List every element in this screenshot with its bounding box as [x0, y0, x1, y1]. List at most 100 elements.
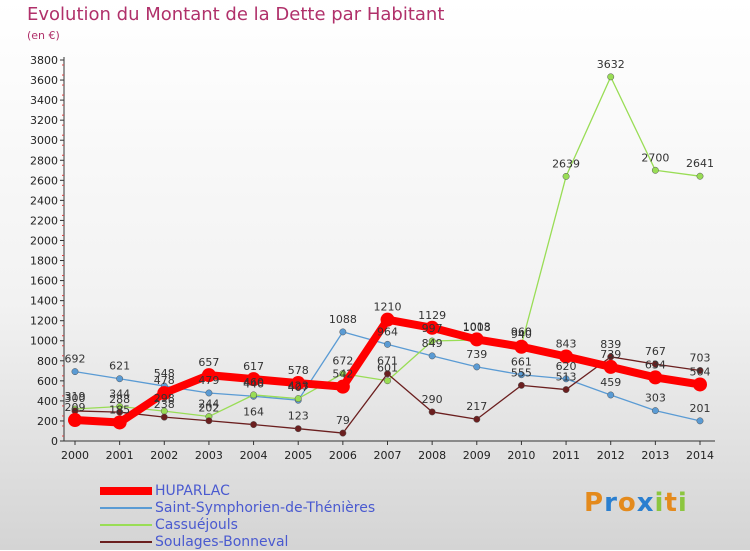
x-tick-label: 2010 [507, 449, 535, 462]
y-tick-label: 400 [37, 395, 58, 408]
data-label: 703 [690, 352, 711, 365]
data-label: 843 [556, 337, 577, 350]
data-label: 303 [645, 392, 666, 405]
data-label: 298 [154, 392, 175, 405]
data-point [469, 332, 484, 347]
data-point [651, 407, 659, 415]
data-label: 79 [336, 414, 350, 427]
y-tick-label: 2000 [30, 234, 58, 247]
x-tick-label: 2013 [641, 449, 669, 462]
y-tick-label: 2200 [30, 214, 58, 227]
data-point [693, 377, 707, 392]
y-tick-label: 3800 [30, 54, 58, 67]
data-label: 621 [109, 360, 130, 373]
data-point [517, 371, 525, 379]
x-tick-label: 2004 [240, 449, 268, 462]
data-label: 3632 [597, 58, 625, 71]
logo-letter: r [604, 488, 618, 518]
legend-label-huparlac: HUPARLAC [155, 483, 230, 499]
data-point [384, 377, 391, 385]
data-point [696, 172, 704, 180]
data-point [246, 372, 261, 387]
data-point [648, 370, 663, 385]
data-label: 542 [332, 368, 353, 381]
data-label: 238 [154, 398, 175, 411]
y-tick-label: 1200 [30, 315, 58, 328]
legend-label-saint-symphorien: Saint-Symphorien-de-Thénières [155, 500, 376, 516]
data-label: 617 [243, 360, 264, 373]
data-point [335, 379, 350, 394]
data-label: 1129 [418, 309, 446, 322]
legend-item-saint-symphorien: Saint-Symphorien-de-Thénières [100, 500, 400, 517]
data-label: 460 [243, 376, 264, 389]
data-point [205, 389, 213, 397]
data-point [116, 375, 124, 383]
y-tick-label: 200 [37, 415, 58, 428]
data-point [425, 320, 440, 335]
data-point [562, 386, 570, 394]
data-point [384, 340, 391, 348]
legend-label-cassuejouls: Cassuéjouls [155, 517, 238, 533]
data-label: 739 [466, 348, 487, 361]
x-tick-label: 2006 [329, 449, 357, 462]
x-tick-label: 2003 [195, 449, 223, 462]
data-point [607, 73, 615, 81]
data-point [473, 415, 481, 423]
data-point [250, 421, 258, 429]
data-point [473, 363, 481, 371]
legend-item-cassuejouls: Cassuéjouls [100, 517, 400, 534]
data-point [112, 415, 127, 430]
legend-swatch-cassuejouls [100, 524, 152, 526]
data-point [517, 381, 525, 389]
data-label: 290 [422, 393, 443, 406]
data-label: 692 [65, 353, 86, 366]
data-label: 601 [377, 362, 398, 375]
data-label: 344 [109, 388, 130, 401]
data-label: 244 [198, 398, 219, 411]
data-point [291, 376, 306, 391]
data-label: 201 [690, 402, 711, 415]
x-tick-label: 2009 [463, 449, 491, 462]
data-label: 164 [243, 406, 264, 419]
data-label: 202 [198, 402, 219, 415]
x-tick-label: 2005 [284, 449, 312, 462]
data-label: 634 [645, 358, 666, 371]
legend-label-soulages-bonneval: Soulages-Bonneval [155, 534, 289, 550]
data-label: 217 [466, 400, 487, 413]
data-label: 564 [690, 365, 711, 378]
data-label: 123 [288, 410, 309, 423]
x-tick-label: 2002 [150, 449, 178, 462]
legend-swatch-soulages-bonneval [100, 541, 152, 543]
data-label: 300 [65, 392, 86, 405]
legend: HUPARLAC Saint-Symphorien-de-Thénières C… [100, 483, 400, 551]
data-label: 671 [377, 355, 398, 368]
data-label: 2639 [552, 157, 580, 170]
data-label: 478 [154, 374, 175, 387]
data-point [339, 370, 347, 378]
y-tick-label: 1400 [30, 295, 58, 308]
data-point [380, 312, 395, 327]
y-tick-label: 1600 [30, 275, 58, 288]
logo-letter: i [677, 488, 688, 518]
x-tick-label: 2014 [686, 449, 714, 462]
y-tick-label: 2600 [30, 174, 58, 187]
data-point [603, 359, 618, 374]
data-label: 459 [600, 376, 621, 389]
y-tick-label: 1000 [30, 335, 58, 348]
data-label: 2700 [641, 151, 669, 164]
logo-letter: i [654, 488, 665, 518]
y-tick-label: 3400 [30, 94, 58, 107]
proxiti-logo: Proxiti [584, 488, 688, 518]
data-point [71, 368, 79, 376]
data-label: 672 [332, 355, 353, 368]
data-label: 446 [243, 377, 264, 390]
data-point [651, 166, 659, 174]
data-label: 620 [556, 360, 577, 373]
legend-item-huparlac: HUPARLAC [100, 483, 400, 500]
data-label: 319 [65, 390, 86, 403]
data-point [696, 417, 704, 425]
data-point [428, 408, 436, 416]
data-label: 513 [556, 371, 577, 384]
x-tick-label: 2007 [374, 449, 402, 462]
y-tick-label: 2800 [30, 154, 58, 167]
